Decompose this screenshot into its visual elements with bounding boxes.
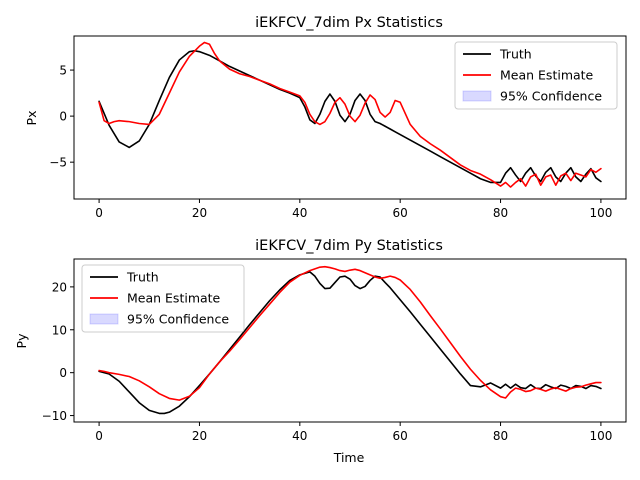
py-legend-box xyxy=(81,264,245,333)
py-legend: Truth Mean Estimate 95% Confidence xyxy=(81,264,245,333)
py-y-axis-label: Py xyxy=(14,333,29,349)
py-chart-title: iEKFCV_7dim Py Statistics xyxy=(255,238,443,254)
py-x-tick-label: 60 xyxy=(393,429,408,443)
py-x-tick-label: 0 xyxy=(95,429,103,443)
px-x-tick-label: 100 xyxy=(589,206,612,220)
px-legend-box xyxy=(454,41,618,110)
py-y-tick-label: 10 xyxy=(52,323,67,337)
py-legend-handle-confidence xyxy=(89,313,119,325)
px-legend: Truth Mean Estimate 95% Confidence xyxy=(454,41,618,110)
px-x-tick-label: 20 xyxy=(192,206,207,220)
py-legend-label: Truth xyxy=(126,270,159,285)
px-x-tick-label: 60 xyxy=(393,206,408,220)
px-x-tick-label: 40 xyxy=(292,206,307,220)
py-legend-label: Mean Estimate xyxy=(127,291,221,306)
py-series-line-mean-estimate xyxy=(98,265,602,401)
time-x-axis-label: Time xyxy=(333,450,365,465)
py-x-tick-label: 40 xyxy=(292,429,307,443)
px-y-axis-label: Px xyxy=(24,111,39,126)
px-y-tick-label: 0 xyxy=(59,110,67,124)
py-y-tick-label: 20 xyxy=(52,280,67,294)
px-legend-handle-confidence xyxy=(462,90,492,102)
px-series-line-mean-estimate xyxy=(98,41,602,188)
py-x-tick-label: 100 xyxy=(589,429,612,443)
px-x-tick-label: 80 xyxy=(493,206,508,220)
px-legend-label: Mean Estimate xyxy=(500,68,594,83)
py-statistics-panel: iEKFCV_7dim Py Statistics Py Time 0 20 40 6… xyxy=(14,238,627,465)
px-series-line-truth xyxy=(98,49,602,184)
py-y-tick-label: 0 xyxy=(59,366,67,380)
py-legend-label: 95% Confidence xyxy=(127,312,229,327)
py-axes-frame xyxy=(73,258,627,423)
py-y-tick-label: −10 xyxy=(42,409,67,423)
px-x-tick-label: 0 xyxy=(95,206,103,220)
px-axes-frame xyxy=(73,35,627,200)
px-legend-label: Truth xyxy=(499,47,532,62)
px-statistics-panel: iEKFCV_7dim Px Statistics Px 0 20 40 60 80 10… xyxy=(24,15,627,220)
py-x-tick-label: 20 xyxy=(192,429,207,443)
px-chart-title: iEKFCV_7dim Px Statistics xyxy=(255,15,443,31)
py-x-tick-label: 80 xyxy=(493,429,508,443)
px-legend-label: 95% Confidence xyxy=(500,89,602,104)
px-y-tick-label: −5 xyxy=(49,156,67,170)
px-y-tick-label: 5 xyxy=(59,64,67,78)
